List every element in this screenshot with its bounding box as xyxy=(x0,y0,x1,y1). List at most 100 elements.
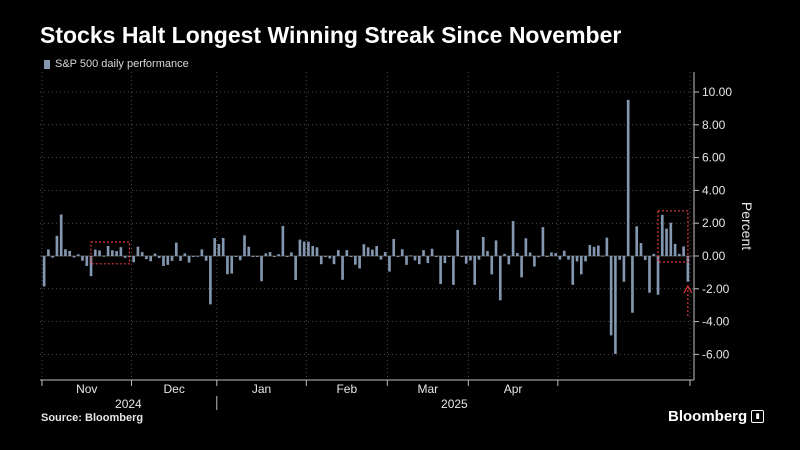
bar xyxy=(541,227,545,256)
bar xyxy=(486,251,489,256)
bar xyxy=(102,255,106,257)
bar xyxy=(605,237,609,256)
bar xyxy=(345,250,349,256)
bar xyxy=(439,256,442,285)
bar xyxy=(405,256,408,265)
y-tick-label: -2.00 xyxy=(702,282,730,296)
bar xyxy=(533,256,536,267)
bar xyxy=(678,253,681,256)
bar xyxy=(217,244,221,256)
bar xyxy=(315,247,319,256)
bar xyxy=(111,250,114,256)
bar xyxy=(145,256,148,260)
bar xyxy=(179,256,182,261)
bar xyxy=(400,249,404,256)
brand-mark-icon: ▮ xyxy=(751,410,765,423)
bar xyxy=(571,256,575,285)
bar xyxy=(490,256,494,275)
bar xyxy=(452,256,455,285)
bar xyxy=(230,256,234,274)
bar xyxy=(503,253,506,256)
bar xyxy=(166,256,170,265)
bar xyxy=(618,256,621,260)
bar xyxy=(375,245,378,256)
bar xyxy=(481,236,485,256)
bar xyxy=(307,241,310,256)
bar xyxy=(183,253,187,256)
bar xyxy=(51,256,54,258)
chart-legend: S&P 500 daily performance xyxy=(44,58,189,70)
bar xyxy=(592,246,596,256)
bar xyxy=(528,252,532,256)
x-month-label: Mar xyxy=(417,382,438,396)
bar xyxy=(298,239,302,256)
bar xyxy=(443,256,447,264)
bar xyxy=(558,256,562,260)
bar xyxy=(520,256,523,278)
y-tick-label: 10.00 xyxy=(702,85,732,99)
bar xyxy=(682,246,685,256)
bar xyxy=(47,249,50,256)
source-note: Source: Bloomberg xyxy=(41,412,144,424)
bar xyxy=(311,245,315,256)
bar xyxy=(268,252,272,256)
axes xyxy=(40,72,699,410)
bar xyxy=(174,242,178,256)
bar xyxy=(430,248,434,256)
x-month-label: Feb xyxy=(336,382,357,396)
bar xyxy=(626,99,630,256)
bar xyxy=(545,256,549,257)
bar xyxy=(562,250,566,256)
bar xyxy=(383,252,387,256)
legend-label: S&P 500 daily performance xyxy=(55,58,189,70)
bar xyxy=(204,256,208,261)
bar xyxy=(341,256,344,280)
bar xyxy=(371,249,374,256)
bar xyxy=(89,256,93,277)
bar xyxy=(349,256,353,257)
bar xyxy=(196,255,199,257)
bar xyxy=(221,237,225,256)
bar xyxy=(358,256,361,269)
bar xyxy=(115,251,118,256)
bar xyxy=(648,256,651,293)
bar xyxy=(200,249,204,256)
bar xyxy=(354,256,357,265)
bar xyxy=(153,253,157,256)
bar xyxy=(464,256,468,264)
y-tick-label: 4.00 xyxy=(702,183,726,197)
bar xyxy=(516,253,519,256)
bar xyxy=(64,249,67,256)
y-tick-label: -4.00 xyxy=(702,315,730,329)
bar xyxy=(187,256,191,263)
bar xyxy=(332,256,336,265)
bar xyxy=(277,254,280,256)
bar xyxy=(409,255,413,257)
bar xyxy=(59,214,63,256)
y-tick-label: 0.00 xyxy=(702,249,726,263)
bar xyxy=(93,249,97,256)
bar xyxy=(413,256,417,261)
bar xyxy=(366,247,370,256)
y-tick-label: 6.00 xyxy=(702,151,726,165)
bar xyxy=(494,240,498,256)
bar xyxy=(336,250,340,256)
x-year-label: 2024 xyxy=(115,397,142,411)
bar xyxy=(388,256,391,272)
bar xyxy=(226,256,229,275)
bar xyxy=(614,256,617,354)
bar xyxy=(42,256,46,287)
highlight-box xyxy=(90,241,131,265)
gridlines xyxy=(40,72,698,380)
bar xyxy=(511,221,515,256)
y-tick-label: -6.00 xyxy=(702,347,730,361)
bar xyxy=(251,256,255,257)
bar xyxy=(264,253,268,256)
brand-name: Bloomberg xyxy=(668,408,748,425)
bar xyxy=(524,238,528,256)
bar xyxy=(609,256,613,336)
bar xyxy=(55,235,59,256)
bar xyxy=(477,256,481,260)
bar xyxy=(140,252,144,256)
